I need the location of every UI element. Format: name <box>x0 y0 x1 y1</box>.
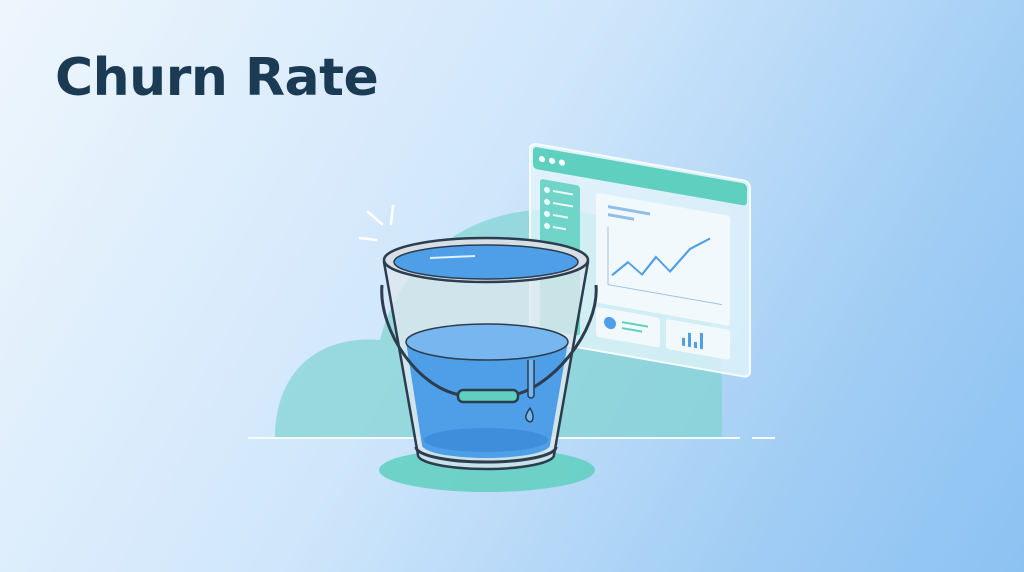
handle-grip <box>456 388 520 404</box>
page-title: Churn Rate <box>55 48 379 108</box>
sparkle-lines <box>358 204 395 242</box>
bucket-icon <box>380 236 598 471</box>
water-drop-icon <box>525 407 534 423</box>
line-chart-icon <box>596 193 730 326</box>
pie-chart-icon <box>596 307 660 348</box>
bar-chart-icon <box>666 319 730 360</box>
